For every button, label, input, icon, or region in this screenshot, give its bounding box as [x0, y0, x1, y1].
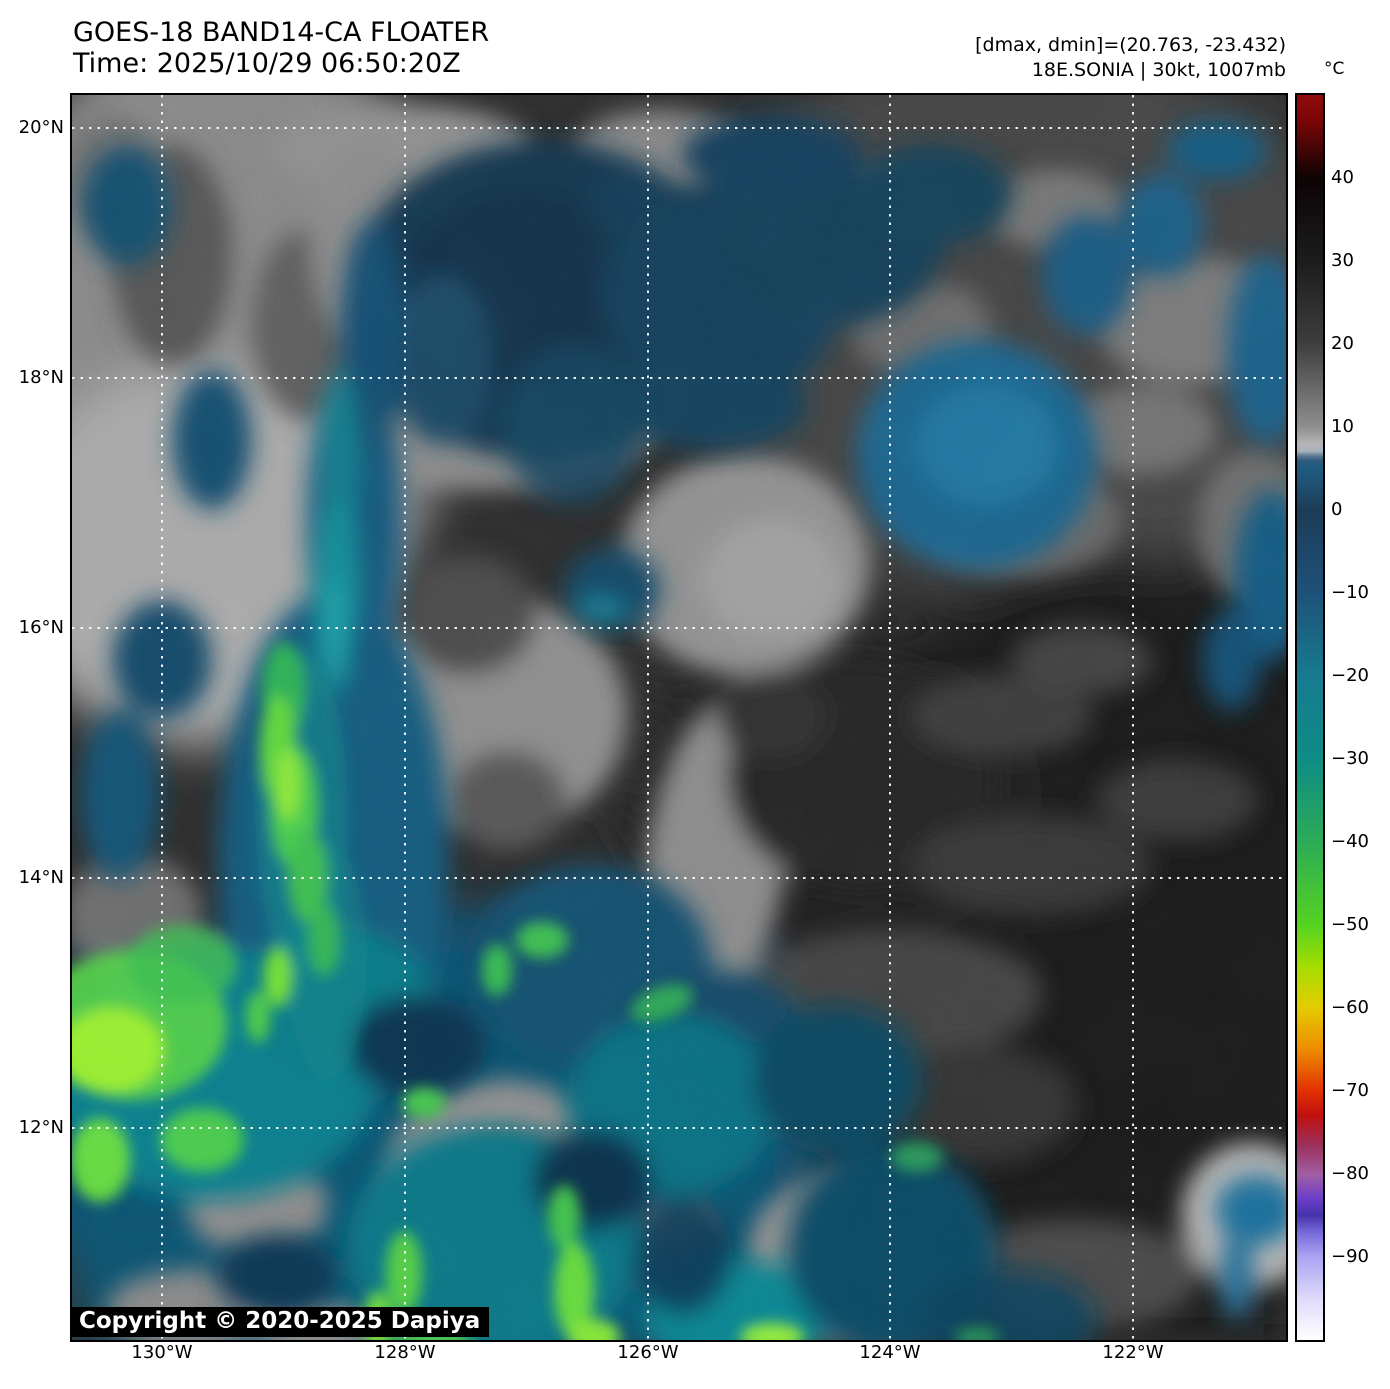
- figure-title: GOES-18 BAND14-CA FLOATER: [73, 17, 490, 48]
- storm-info: 18E.SONIA | 30kt, 1007mb: [1031, 59, 1286, 81]
- cbar-tick-m70: −70: [1331, 1080, 1369, 1101]
- cbar-tick-m30: −30: [1331, 748, 1369, 769]
- pixel-grain-texture: [72, 95, 1286, 1340]
- lon-tick-122w: 122°W: [1102, 1342, 1164, 1363]
- cbar-tick-m10: −10: [1331, 582, 1369, 603]
- cbar-tick-m60: −60: [1331, 997, 1369, 1018]
- lat-tick-12n: 12°N: [18, 1117, 64, 1138]
- cbar-tick-m40: −40: [1331, 831, 1369, 852]
- lat-tick-18n: 18°N: [18, 367, 64, 388]
- cbar-tick-m20: −20: [1331, 665, 1369, 686]
- lat-tick-14n: 14°N: [18, 867, 64, 888]
- lon-tick-124w: 124°W: [859, 1342, 921, 1363]
- figure-title-block: GOES-18 BAND14-CA FLOATER Time: 2025/10/…: [73, 17, 489, 79]
- lat-tick-16n: 16°N: [18, 617, 64, 638]
- cbar-tick-10: 10: [1331, 416, 1354, 437]
- cbar-tick-40: 40: [1331, 167, 1354, 188]
- temperature-colorbar: [1295, 93, 1325, 1342]
- dmax-dmin-readout: [dmax, dmin]=(20.763, -23.432): [975, 34, 1286, 56]
- cbar-tick-m90: −90: [1331, 1246, 1369, 1267]
- cbar-tick-30: 30: [1331, 250, 1354, 271]
- copyright-overlay: Copyright © 2020-2025 Dapiya: [72, 1307, 490, 1337]
- cbar-tick-m80: −80: [1331, 1163, 1369, 1184]
- lon-tick-130w: 130°W: [131, 1342, 193, 1363]
- header-right-block: [dmax, dmin]=(20.763, -23.432) 18E.SONIA…: [975, 33, 1286, 83]
- cbar-tick-m50: −50: [1331, 914, 1369, 935]
- colorbar-unit-label: °C: [1324, 59, 1345, 79]
- lon-tick-128w: 128°W: [374, 1342, 436, 1363]
- lat-tick-20n: 20°N: [18, 117, 64, 138]
- lon-tick-126w: 126°W: [617, 1342, 679, 1363]
- figure-timestamp: Time: 2025/10/29 06:50:20Z: [73, 48, 461, 79]
- cbar-tick-0: 0: [1331, 499, 1343, 520]
- satellite-map-panel: [70, 93, 1288, 1342]
- cbar-tick-20: 20: [1331, 333, 1354, 354]
- graticule-gridlines: [72, 95, 1286, 1340]
- satellite-imagery: [72, 95, 1286, 1340]
